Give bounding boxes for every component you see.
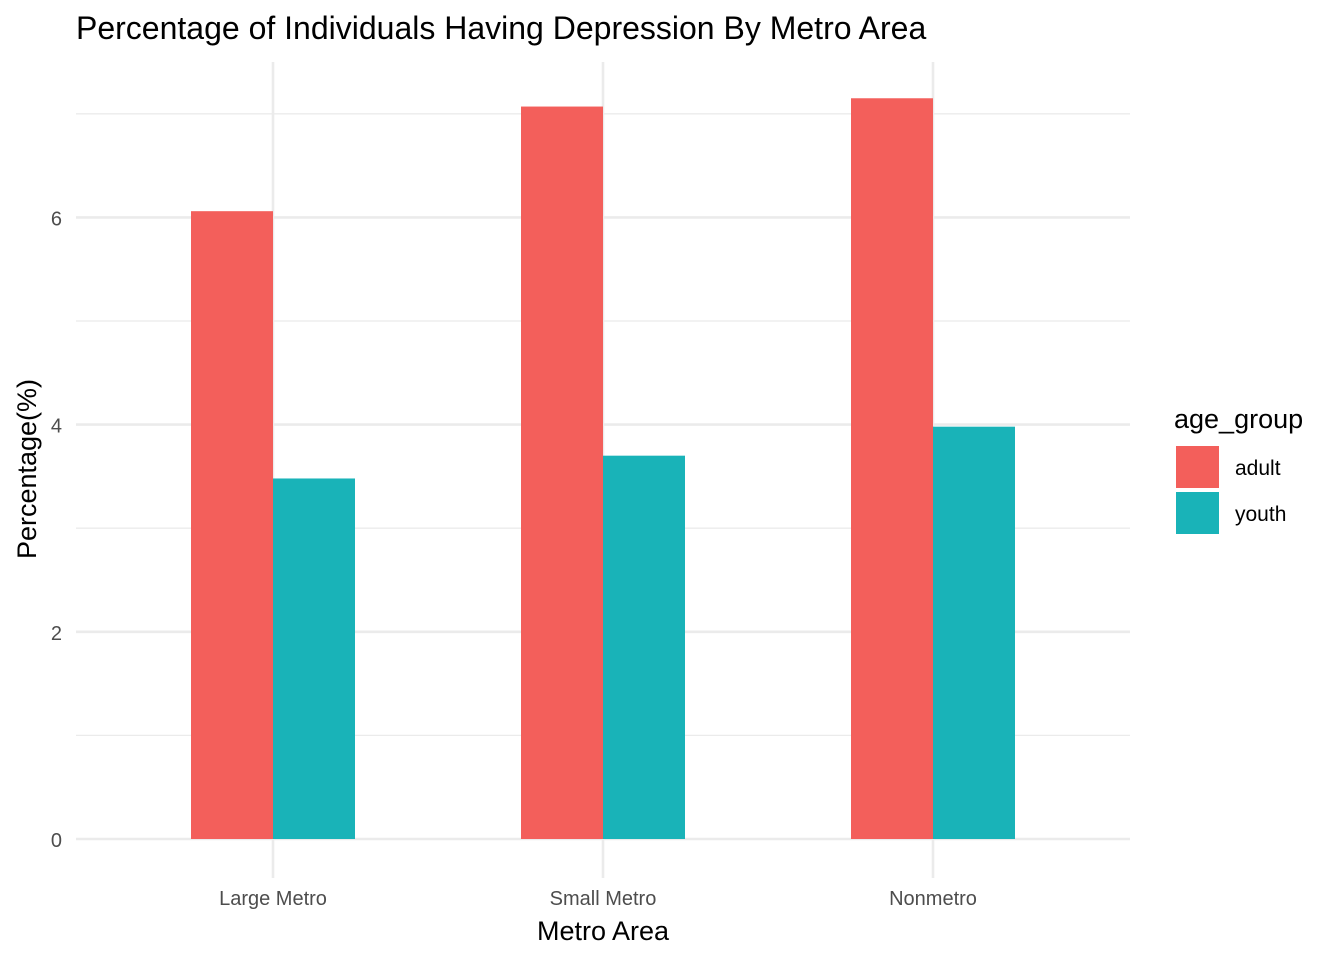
bars — [191, 98, 1015, 840]
legend-title: age_group — [1174, 404, 1303, 434]
bar-youth-large-metro — [273, 478, 355, 839]
y-axis-title: Percentage(%) — [12, 379, 42, 559]
bar-youth-small-metro — [603, 455, 685, 839]
legend: age_group adult youth — [1174, 404, 1303, 534]
chart-title: Percentage of Individuals Having Depress… — [76, 10, 926, 46]
legend-swatch-youth — [1176, 492, 1219, 534]
y-tick-label: 0 — [51, 830, 62, 852]
bar-adult-large-metro — [191, 211, 273, 839]
bar-adult-small-metro — [521, 106, 603, 840]
y-tick-label: 6 — [51, 208, 62, 230]
legend-swatch-adult — [1176, 446, 1219, 488]
y-tick-label: 2 — [51, 623, 62, 645]
bar-adult-nonmetro — [851, 98, 933, 839]
x-axis-title: Metro Area — [537, 916, 670, 946]
y-tick-label: 4 — [51, 416, 62, 438]
legend-label-youth: youth — [1235, 503, 1286, 526]
x-tick-label: Large Metro — [219, 888, 327, 910]
legend-items: adult youth — [1176, 446, 1286, 534]
y-axis-tick-labels: 0 2 4 6 — [51, 208, 62, 852]
x-tick-label: Nonmetro — [889, 888, 977, 910]
bar-youth-nonmetro — [933, 426, 1015, 839]
x-tick-label: Small Metro — [550, 888, 657, 910]
legend-label-adult: adult — [1235, 457, 1281, 480]
x-axis-tick-labels: Large Metro Small Metro Nonmetro — [219, 888, 977, 910]
